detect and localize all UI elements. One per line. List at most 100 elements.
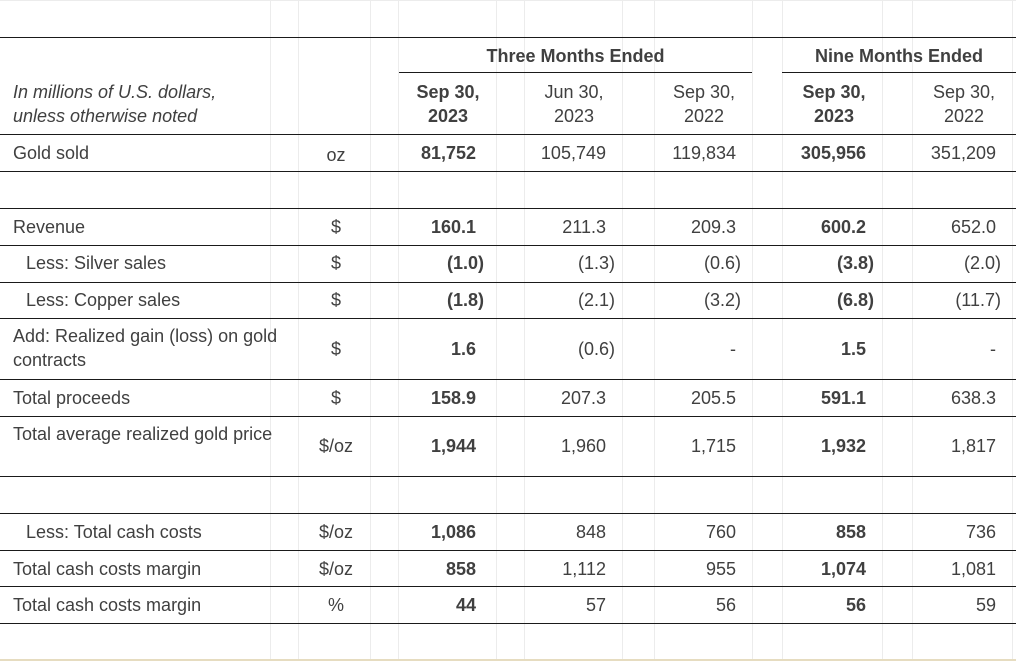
cell-value: 591.1 — [820, 388, 866, 408]
cell-value: 44 — [455, 595, 476, 615]
cell-value: (3.2) — [703, 290, 741, 310]
cell-value: 600.2 — [820, 217, 866, 237]
row-label-realized-gain: Add: Realized gain (loss) on gold contra… — [13, 326, 278, 370]
cell-value: 351,209 — [930, 143, 996, 163]
units-note: In millions of U.S. dollars, unless othe… — [13, 82, 217, 126]
cell-value: 160.1 — [430, 217, 476, 237]
grid-line — [654, 0, 655, 661]
column-header-9m-2022: Sep 30, 2022 — [914, 80, 1014, 128]
cell-value: 305,956 — [800, 143, 866, 163]
cell-value: 1,960 — [560, 436, 606, 456]
column-header-line: Sep 30, — [802, 82, 866, 102]
column-header-line: Sep 30, — [416, 82, 480, 102]
grid-line — [398, 0, 399, 661]
cell-value: 56 — [715, 595, 736, 615]
row-label-revenue: Revenue — [13, 217, 86, 237]
row-label-cash-costs-margin: Total cash costs margin — [13, 559, 202, 579]
cell-value: 1,715 — [690, 436, 736, 456]
cell-value: (1.3) — [577, 253, 615, 273]
cell-value: 56 — [845, 595, 866, 615]
row-label-average-realized-price: Total average realized gold price — [13, 424, 273, 444]
row-rule — [0, 245, 1016, 246]
column-header-line: Jun 30, — [544, 82, 604, 102]
grid-line — [298, 0, 299, 661]
grid-line — [1012, 0, 1013, 661]
row-unit: $/oz — [318, 436, 354, 456]
table-bottom-rule — [0, 623, 1016, 624]
row-rule — [0, 171, 1016, 172]
cell-value: 1,086 — [430, 522, 476, 542]
row-label-silver-sales: Less: Silver sales — [26, 253, 167, 273]
cell-value: 858 — [835, 522, 866, 542]
row-rule — [0, 282, 1016, 283]
cell-value: 105,749 — [540, 143, 606, 163]
column-header-line: 2023 — [553, 106, 595, 126]
cell-value: (2.0) — [963, 253, 1001, 273]
row-rule — [0, 513, 1016, 514]
row-unit: $ — [330, 339, 341, 359]
three-months-rule — [399, 72, 752, 73]
row-unit: $ — [330, 388, 341, 408]
grid-line — [524, 0, 525, 661]
cell-value: (2.1) — [577, 290, 615, 310]
nine-months-rule — [782, 72, 1016, 73]
row-rule — [0, 318, 1016, 319]
cell-value: 1.6 — [450, 339, 476, 359]
cell-value: 858 — [445, 559, 476, 579]
row-rule — [0, 476, 1016, 477]
cell-value: 205.5 — [690, 388, 736, 408]
row-unit: $ — [330, 290, 341, 310]
column-header-q3-2022: Sep 30, 2022 — [654, 80, 754, 128]
cell-value: (0.6) — [577, 339, 615, 359]
cell-value: (0.6) — [703, 253, 741, 273]
row-label-total-cash-costs: Less: Total cash costs — [26, 522, 202, 542]
cell-value: 736 — [965, 522, 996, 542]
cell-value: 1,817 — [950, 436, 996, 456]
cell-value: (6.8) — [836, 290, 874, 310]
cell-value: 1,112 — [562, 559, 606, 579]
cell-value: 211.3 — [562, 217, 606, 237]
row-label-gold-sold: Gold sold — [13, 143, 90, 163]
cell-value: 1,944 — [430, 436, 476, 456]
row-unit: $/oz — [318, 522, 354, 542]
cell-value: 1,932 — [820, 436, 866, 456]
grid-top-line — [0, 0, 1016, 1]
cell-value: 1,081 — [950, 559, 996, 579]
column-header-line: 2023 — [813, 106, 855, 126]
table-top-rule — [0, 37, 1016, 38]
row-unit: oz — [326, 145, 346, 165]
column-header-q3-2023: Sep 30, 2023 — [400, 80, 496, 128]
row-unit: $ — [330, 253, 341, 273]
row-rule — [0, 550, 1016, 551]
cell-value: 59 — [975, 595, 996, 615]
grid-line — [752, 0, 753, 661]
cell-value: - — [990, 339, 996, 359]
row-label-copper-sales: Less: Copper sales — [26, 290, 181, 310]
cell-value: - — [730, 339, 736, 359]
row-label-total-proceeds: Total proceeds — [13, 388, 131, 408]
cell-value: 760 — [705, 522, 736, 542]
column-header-line: 2022 — [683, 106, 725, 126]
cell-value: 1,074 — [820, 559, 866, 579]
cell-value: 158.9 — [430, 388, 476, 408]
sheet-bottom-band — [0, 659, 1016, 661]
grid-line — [882, 0, 883, 661]
cell-value: (1.8) — [446, 290, 484, 310]
cell-value: 207.3 — [560, 388, 606, 408]
row-unit: $/oz — [318, 559, 354, 579]
row-rule — [0, 134, 1016, 135]
grid-line — [782, 0, 783, 661]
grid-line — [270, 0, 271, 661]
cell-value: 57 — [585, 595, 606, 615]
cell-value: 1.5 — [840, 339, 866, 359]
nine-months-header: Nine Months Ended — [815, 46, 983, 66]
cell-value: (1.0) — [446, 253, 484, 273]
row-rule — [0, 208, 1016, 209]
column-header-line: 2022 — [943, 106, 985, 126]
grid-line — [496, 0, 497, 661]
cell-value: 81,752 — [420, 143, 476, 163]
row-rule — [0, 586, 1016, 587]
grid-line — [912, 0, 913, 661]
row-rule — [0, 379, 1016, 380]
row-rule — [0, 416, 1016, 417]
